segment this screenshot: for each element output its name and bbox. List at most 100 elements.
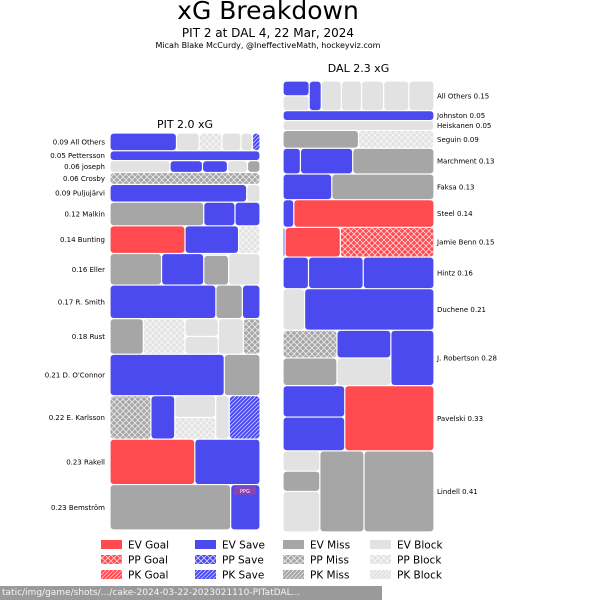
- legend-item-pk-miss: PK Miss: [283, 570, 349, 582]
- shot-pit-9-5: [243, 319, 260, 354]
- player-label-pit: 0.09 All Others: [53, 138, 106, 146]
- player-label-pit: 0.06 joseph: [64, 163, 105, 171]
- player-label-pit: 0.09 Puljujärvi: [55, 190, 105, 198]
- legend-item-pp-miss: PP Miss: [283, 555, 349, 567]
- player-label-dal: Steel 0.14: [437, 210, 473, 218]
- shot-dal-6-0: [283, 200, 294, 227]
- player-label-pit: 0.17 R. Smith: [58, 298, 105, 306]
- shot-pit-0-0: [110, 133, 176, 151]
- shot-dal-5-0: [283, 174, 332, 200]
- player-label-dal: Seguin 0.09: [437, 136, 479, 144]
- shot-dal-10-3: [337, 358, 391, 386]
- shot-pit-2-2: [203, 161, 227, 172]
- page-title: xG Breakdown: [177, 0, 359, 25]
- legend-label: EV Save: [222, 540, 265, 552]
- shot-pit-11-2: [175, 396, 216, 417]
- shot-dal-8-0: [283, 257, 308, 289]
- ppg-badge: [234, 486, 256, 495]
- shot-pit-4-1: [247, 184, 260, 202]
- shot-pit-3-0: [110, 173, 260, 184]
- shot-pit-5-1: [204, 202, 235, 226]
- shot-dal-4-1: [301, 148, 353, 174]
- player-label-dal: Pavelski 0.33: [437, 415, 483, 423]
- legend-item-pp-block: PP Block: [370, 555, 442, 567]
- shot-pit-9-2: [185, 319, 218, 336]
- shot-pit-1-0: [110, 151, 260, 161]
- player-label-pit: 0.23 Bemström: [51, 504, 105, 512]
- player-label-pit: 0.14 Bunting: [60, 236, 105, 244]
- shot-pit-11-3: [175, 418, 216, 439]
- legend-label: EV Goal: [128, 540, 169, 552]
- shot-dal-10-1: [283, 358, 337, 386]
- player-label-dal: Duchene 0.21: [437, 306, 486, 314]
- shot-pit-0-2: [199, 133, 222, 151]
- shot-dal-12-0: [283, 451, 320, 471]
- player-label-pit: 0.16 Eller: [72, 266, 105, 274]
- shot-pit-6-1: [185, 226, 238, 253]
- shot-pit-5-2: [235, 202, 260, 226]
- shot-dal-0-5: [362, 81, 384, 111]
- shot-pit-6-0: [110, 226, 185, 253]
- shot-dal-10-0: [283, 330, 337, 358]
- shot-dal-6-1: [294, 200, 434, 227]
- player-label-dal: Marchment 0.13: [437, 158, 494, 166]
- page-credit: Micah Blake McCurdy, @IneffectiveMath, h…: [155, 41, 381, 50]
- shot-pit-2-3: [228, 161, 247, 172]
- shot-pit-13-0: [110, 485, 231, 530]
- shot-pit-12-0: [110, 439, 195, 484]
- shot-dal-7-0: [283, 227, 285, 257]
- panel-title-pit: PIT 2.0 xG: [157, 118, 213, 131]
- shot-dal-5-1: [332, 174, 434, 200]
- shot-dal-10-2: [337, 330, 391, 358]
- legend-label: PP Block: [397, 555, 442, 567]
- shot-dal-0-3: [321, 81, 341, 111]
- player-label-pit: 0.05 Pettersson: [50, 152, 105, 160]
- status-url-bar: tatic/img/game/shots/.../cake-2024-03-22…: [0, 586, 382, 600]
- shot-pit-7-0: [110, 254, 161, 285]
- player-label-dal: Jamie Benn 0.15: [436, 239, 494, 247]
- legend-label: PK Miss: [310, 570, 349, 582]
- legend-label: EV Miss: [310, 540, 350, 552]
- shot-dal-11-1: [283, 417, 345, 451]
- shot-pit-2-0: [110, 161, 170, 172]
- shot-pit-8-0: [110, 285, 216, 319]
- shot-dal-8-1: [309, 257, 363, 289]
- shot-dal-0-2: [309, 81, 321, 111]
- legend-item-pp-goal: PP Goal: [101, 555, 168, 567]
- panel-title-dal: DAL 2.3 xG: [328, 62, 389, 75]
- shot-dal-0-1: [283, 96, 309, 111]
- shot-pit-10-1: [224, 354, 260, 396]
- player-label-dal: Faksa 0.13: [437, 183, 474, 191]
- player-label-pit: 0.23 Rakell: [66, 458, 105, 466]
- shot-pit-9-1: [143, 319, 185, 354]
- legend-label: PP Save: [222, 555, 264, 567]
- shot-pit-9-0: [110, 319, 143, 354]
- legend-item-pk-goal: PK Goal: [101, 570, 168, 582]
- shot-pit-11-1: [151, 396, 175, 439]
- player-label-dal: Lindell 0.41: [437, 488, 478, 496]
- player-label-dal: All Others 0.15: [437, 92, 489, 100]
- shot-dal-4-2: [353, 148, 434, 174]
- page-subtitle: PIT 2 at DAL 4, 22 Mar, 2024: [181, 26, 355, 40]
- shot-pit-9-4: [218, 319, 243, 354]
- legend-item-pk-block: PK Block: [370, 570, 443, 582]
- shot-dal-7-2: [340, 227, 434, 257]
- legend-item-ev-goal: EV Goal: [101, 540, 169, 552]
- player-label-pit: 0.21 D. O'Connor: [45, 371, 105, 379]
- shot-pit-0-3: [222, 133, 241, 151]
- shot-dal-9-1: [305, 289, 434, 330]
- shot-pit-6-2: [239, 226, 260, 253]
- legend-item-ev-save: EV Save: [195, 540, 265, 552]
- shot-pit-10-0: [110, 354, 224, 396]
- shot-dal-3-1: [359, 131, 434, 148]
- shot-pit-0-5: [253, 133, 260, 151]
- shot-dal-12-4: [364, 451, 434, 532]
- shot-pit-2-4: [248, 161, 260, 172]
- shot-pit-2-1: [170, 161, 202, 172]
- shot-dal-2-0: [283, 121, 434, 130]
- legend-label: PK Block: [397, 570, 443, 582]
- shot-pit-13-1: [231, 485, 260, 530]
- shot-pit-4-0: [110, 184, 247, 202]
- shot-dal-11-2: [345, 386, 434, 451]
